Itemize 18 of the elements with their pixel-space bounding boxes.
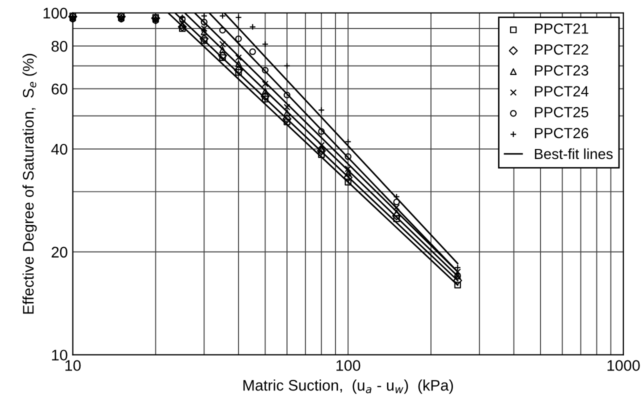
y-tick-label: 100 <box>44 8 68 19</box>
y-tick-label: 40 <box>51 144 68 155</box>
legend-label: Best-fit lines <box>534 148 613 160</box>
y-tick-label: 80 <box>52 40 68 52</box>
x-tick-label: 10 <box>65 360 81 371</box>
y-tick-label: 20 <box>52 246 68 258</box>
legend-label: PPCT26 <box>534 128 588 138</box>
legend-label: PPCT24 <box>534 86 588 96</box>
x-tick-label: 100 <box>336 360 360 371</box>
legend-label: PPCT22 <box>534 44 588 55</box>
y-tick-label: 60 <box>52 84 68 94</box>
x-axis-title: Matric Suction, (u$_{a}$ - u$_{w}$) (kPa) <box>243 380 453 394</box>
legend-label: PPCT21 <box>534 23 588 34</box>
x-tick-label: 1000 <box>608 360 640 371</box>
y-tick-label: 10 <box>52 350 68 361</box>
legend-label: PPCT23 <box>534 65 588 76</box>
legend-label: PPCT25 <box>534 107 588 118</box>
y-axis-title: Effective Degree of Saturation, S$_{e}$ (%) <box>22 54 37 314</box>
